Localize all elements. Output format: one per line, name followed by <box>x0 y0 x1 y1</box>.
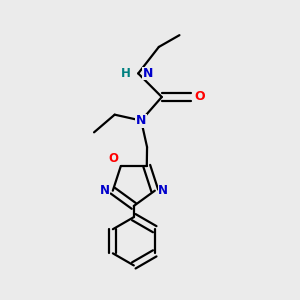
Text: N: N <box>100 184 110 197</box>
Text: N: N <box>136 114 146 127</box>
Text: O: O <box>194 91 205 103</box>
Text: H: H <box>121 67 131 80</box>
Text: N: N <box>158 184 168 197</box>
Text: O: O <box>108 152 118 164</box>
Text: N: N <box>142 67 153 80</box>
